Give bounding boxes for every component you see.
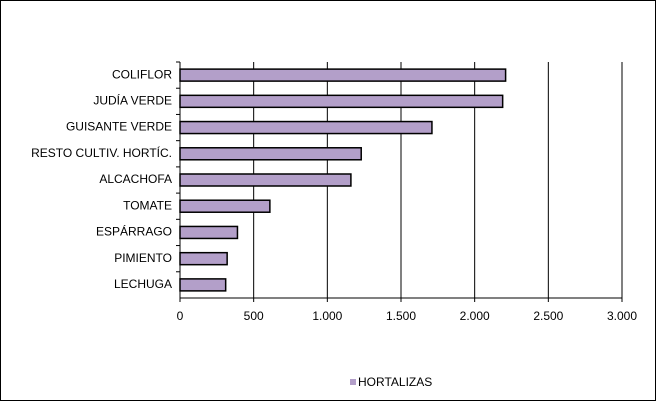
x-tick-label: 3.000 bbox=[607, 309, 637, 323]
legend-swatch bbox=[350, 379, 356, 385]
legend-label: HORTALIZAS bbox=[358, 375, 432, 389]
x-tick-label: 0 bbox=[177, 309, 184, 323]
y-tick-label: RESTO CULTIV. HORTÍC. bbox=[31, 145, 172, 160]
bar bbox=[179, 251, 228, 266]
bar bbox=[179, 120, 433, 135]
y-tick-label: JUDÍA VERDE bbox=[93, 93, 172, 108]
bar bbox=[179, 173, 352, 187]
bar bbox=[179, 94, 504, 109]
y-tick-label: ESPÁRRAGO bbox=[96, 224, 172, 239]
bar bbox=[179, 199, 271, 213]
bar bbox=[179, 278, 227, 292]
x-tick-label: 2.500 bbox=[533, 309, 563, 323]
x-tick-label: 500 bbox=[244, 309, 264, 323]
y-tick-label: COLIFLOR bbox=[112, 67, 172, 81]
x-tick-label: 1.500 bbox=[386, 309, 416, 323]
bar bbox=[179, 225, 239, 240]
x-tick-label: 2.000 bbox=[460, 309, 490, 323]
bar bbox=[179, 147, 362, 161]
y-tick-label: GUISANTE VERDE bbox=[66, 120, 172, 134]
y-tick-label: TOMATE bbox=[123, 198, 172, 212]
y-tick-label: PIMIENTO bbox=[114, 251, 172, 265]
y-tick-label: ALCACHOFA bbox=[99, 172, 172, 186]
x-tick-label: 1.000 bbox=[312, 309, 342, 323]
y-tick-label: LECHUGA bbox=[114, 277, 172, 291]
bar bbox=[179, 68, 507, 82]
